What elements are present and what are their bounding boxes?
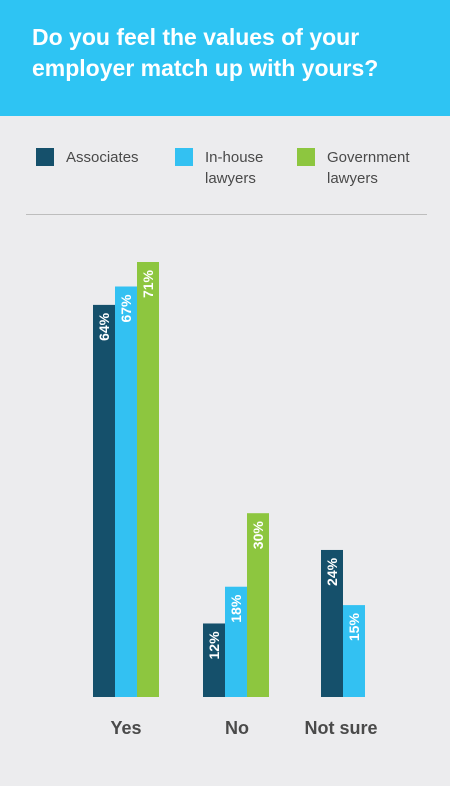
data-label-government-lawyers-yes: 71%	[140, 269, 156, 298]
bar-in-house-lawyers-no	[225, 586, 247, 697]
data-label-associates-not-sure: 24%	[324, 557, 340, 586]
legend-label-inhouse: In-house lawyers	[205, 149, 264, 187]
legend-divider	[26, 214, 427, 215]
bar-government-lawyers-yes	[137, 262, 159, 697]
data-label-in-house-lawyers-not-sure: 15%	[346, 613, 362, 642]
data-label-in-house-lawyers-no: 18%	[228, 594, 244, 623]
category-label-yes: Yes	[110, 718, 141, 738]
category-label-no: No	[225, 718, 249, 738]
data-label-government-lawyers-no: 30%	[250, 521, 266, 550]
data-label-in-house-lawyers-yes: 67%	[118, 294, 134, 323]
bar-associates-not-sure	[321, 549, 343, 697]
legend-label-associates: Associates	[66, 149, 139, 166]
bar-in-house-lawyers-not-sure	[343, 605, 365, 697]
data-label-associates-no: 12%	[206, 631, 222, 660]
category-label-not-sure: Not sure	[304, 718, 377, 738]
bar-in-house-lawyers-yes	[115, 286, 137, 697]
legend-swatch-inhouse	[175, 148, 193, 166]
legend-label-government: Government lawyers	[327, 149, 410, 187]
bar-government-lawyers-no	[247, 513, 269, 697]
header: Do you feel the values of your employer …	[0, 0, 450, 116]
legend-swatch-associates	[36, 148, 54, 166]
bar-associates-no	[203, 623, 225, 697]
chart-title: Do you feel the values of your employer …	[32, 24, 379, 81]
data-label-associates-yes: 64%	[96, 312, 112, 341]
bar-associates-yes	[93, 304, 115, 697]
legend-swatch-government	[297, 148, 315, 166]
